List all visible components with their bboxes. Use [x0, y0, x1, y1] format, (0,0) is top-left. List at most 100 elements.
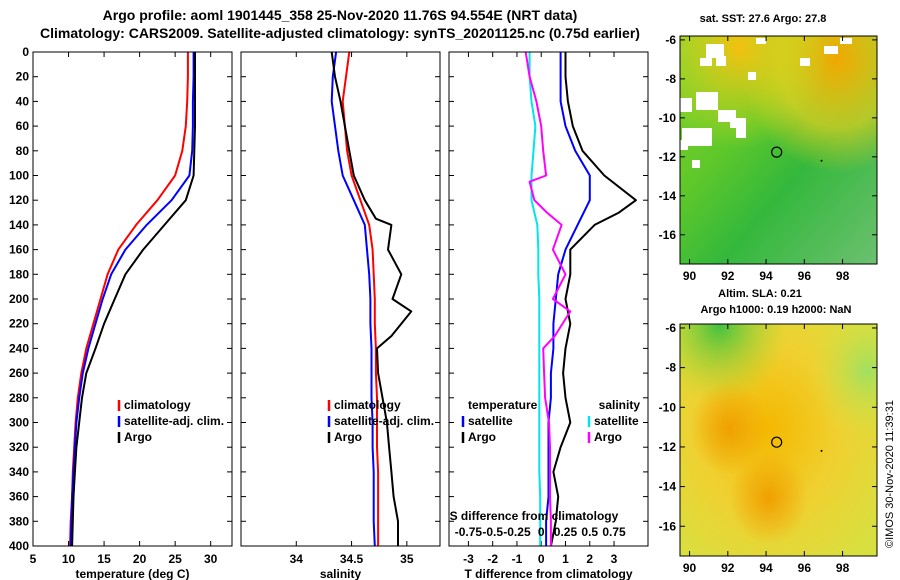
temperature-plot-frame: [32, 51, 233, 547]
argo-position-marker: [771, 146, 783, 158]
difference-panel: -3 -2 -1 0 1 2 3T difference from climatology S…: [448, 51, 649, 580]
depth-tick-label: 380: [9, 514, 29, 528]
salinity-difference-tick-label: 0: [538, 525, 545, 539]
map-lon-tick-label: 98: [836, 561, 850, 575]
salinity-difference-tick-label: 0.75: [602, 525, 626, 539]
map-lon-tick-label: 92: [721, 269, 735, 283]
sla-map-subtitle: Argo h1000: 0.19 h2000: NaN: [700, 304, 851, 316]
legend-t-argo-label: Argo: [468, 430, 496, 444]
difference-xtick-label: -1: [512, 552, 523, 566]
depth-tick-label: 60: [16, 119, 30, 133]
depth-tick-label: 360: [9, 490, 29, 504]
cloud-gap: [700, 58, 712, 66]
sst-map: sat. SST: 27.6 Argo: 27.8 90 92 94 96 98 -6 -8…: [659, 13, 878, 283]
salinity-x-axis-label: salinity: [320, 567, 362, 580]
legend-salinity-heading: salinity: [599, 398, 641, 412]
map-lon-tick-label: 96: [798, 269, 812, 283]
sst-map-warm-region: [680, 36, 877, 264]
legend-s-satellite-label: satellite: [594, 414, 639, 428]
sst-map-frame: [679, 35, 878, 265]
temperature-legend: climatology satellite-adj. clim. Argo: [117, 398, 224, 444]
map-lat-tick-label: -10: [659, 400, 677, 414]
map-lat-tick-label: -16: [659, 519, 677, 533]
depth-tick-label: 40: [16, 94, 30, 108]
legend-t-satellite-label: satellite: [468, 414, 513, 428]
cloud-gap: [748, 72, 756, 80]
cloud-gap: [800, 58, 810, 66]
argo-position-marker: [771, 436, 783, 448]
argo-track-point: [820, 449, 823, 452]
temperature-series-climatology-line: [69, 52, 189, 547]
difference-series-salinity-satellite-line: [528, 52, 542, 546]
cloud-gap: [716, 56, 726, 66]
sla-map-axes: 90 92 94 96 98 -6 -8 -10 -12 -14 -16: [659, 321, 877, 575]
depth-tick-label: 220: [9, 317, 29, 331]
map-lon-tick-label: 92: [721, 561, 735, 575]
depth-tick-label: 320: [9, 440, 29, 454]
sla-map-title: Altim. SLA: 0.21: [718, 288, 802, 300]
cloud-gap: [730, 118, 746, 128]
cloud-gap: [680, 140, 688, 150]
legend-satellite-label: satellite-adj. clim.: [334, 414, 434, 428]
map-lon-tick-label: 90: [683, 269, 697, 283]
depth-tick-label: 120: [9, 193, 29, 207]
sst-map-title: sat. SST: 27.6 Argo: 27.8: [700, 13, 827, 25]
map-lon-tick-label: 90: [683, 561, 697, 575]
salinity-difference-axis-label: S difference from climatology: [450, 509, 619, 523]
difference-xtick-label: 3: [611, 552, 618, 566]
sst-cloud-mask: [680, 38, 852, 168]
legend-climatology-label: climatology: [124, 398, 191, 412]
figure-title-line2: Climatology: CARS2009. Satellite-adjuste…: [40, 25, 640, 41]
map-lat-tick-label: -14: [659, 189, 677, 203]
salinity-difference-tick-label: -0.25: [503, 525, 531, 539]
depth-tick-label: 260: [9, 366, 29, 380]
salinity-xtick-label: 34.5: [340, 552, 364, 566]
map-lat-tick-label: -12: [659, 440, 677, 454]
depth-tick-label: 200: [9, 292, 29, 306]
cloud-gap: [840, 38, 852, 44]
map-lat-tick-label: -8: [665, 361, 676, 375]
depth-tick-label: 0: [22, 45, 29, 59]
temperature-panel: 0 20 40 60 80 100 120 140 160 180 200 220 240 260 280 3…: [9, 45, 233, 580]
legend-satellite-label: satellite-adj. clim.: [124, 414, 224, 428]
depth-tick-label: 160: [9, 243, 29, 257]
difference-x-axis-label: T difference from climatology: [464, 567, 632, 580]
temperature-xtick-label: 5: [30, 552, 37, 566]
depth-tick-label: 300: [9, 416, 29, 430]
salinity-difference-tick-label: 0.5: [581, 525, 598, 539]
salinity-difference-tick-label: 0.25: [554, 525, 578, 539]
legend-s-argo-label: Argo: [594, 430, 622, 444]
sla-map: Altim. SLA: 0.21 Argo h1000: 0.19 h2000:…: [659, 288, 878, 575]
depth-tick-label: 180: [9, 267, 29, 281]
legend-argo-label: Argo: [124, 430, 152, 444]
depth-tick-label: 80: [16, 144, 30, 158]
salinity-difference-tick-label: -0.75: [455, 525, 483, 539]
temperature-xtick-label: 15: [97, 552, 111, 566]
legend-climatology-label: climatology: [334, 398, 401, 412]
difference-plot-frame: [448, 51, 649, 547]
depth-tick-label: 20: [16, 70, 30, 84]
depth-tick-label: 100: [9, 169, 29, 183]
cloud-gap: [680, 98, 692, 112]
sla-map-frame: [679, 323, 878, 557]
difference-series-temperature-argo-line: [549, 52, 637, 547]
difference-xtick-label: 2: [586, 552, 593, 566]
cloud-gap: [706, 44, 724, 58]
temperature-xtick-label: 10: [62, 552, 76, 566]
depth-tick-label: 280: [9, 391, 29, 405]
map-lat-tick-label: -14: [659, 480, 677, 494]
salinity-panel: 34 34.5 35 salinity: [240, 51, 441, 580]
figure-title-line1: Argo profile: aoml 1901445_358 25-Nov-20…: [103, 7, 578, 23]
salinity-legend: climatology satellite-adj. clim. Argo: [327, 398, 434, 444]
legend-temperature-heading: temperature: [468, 398, 538, 412]
depth-tick-label: 140: [9, 218, 29, 232]
map-lat-tick-label: -6: [665, 321, 676, 335]
map-lat-tick-label: -12: [659, 150, 677, 164]
difference-legend: temperature salinity satellite Argo sate…: [461, 398, 641, 444]
cloud-gap: [692, 160, 700, 168]
depth-tick-label: 340: [9, 465, 29, 479]
difference-xtick-label: 1: [562, 552, 569, 566]
cloud-gap: [756, 38, 766, 44]
salinity-plot-frame: [240, 51, 441, 547]
